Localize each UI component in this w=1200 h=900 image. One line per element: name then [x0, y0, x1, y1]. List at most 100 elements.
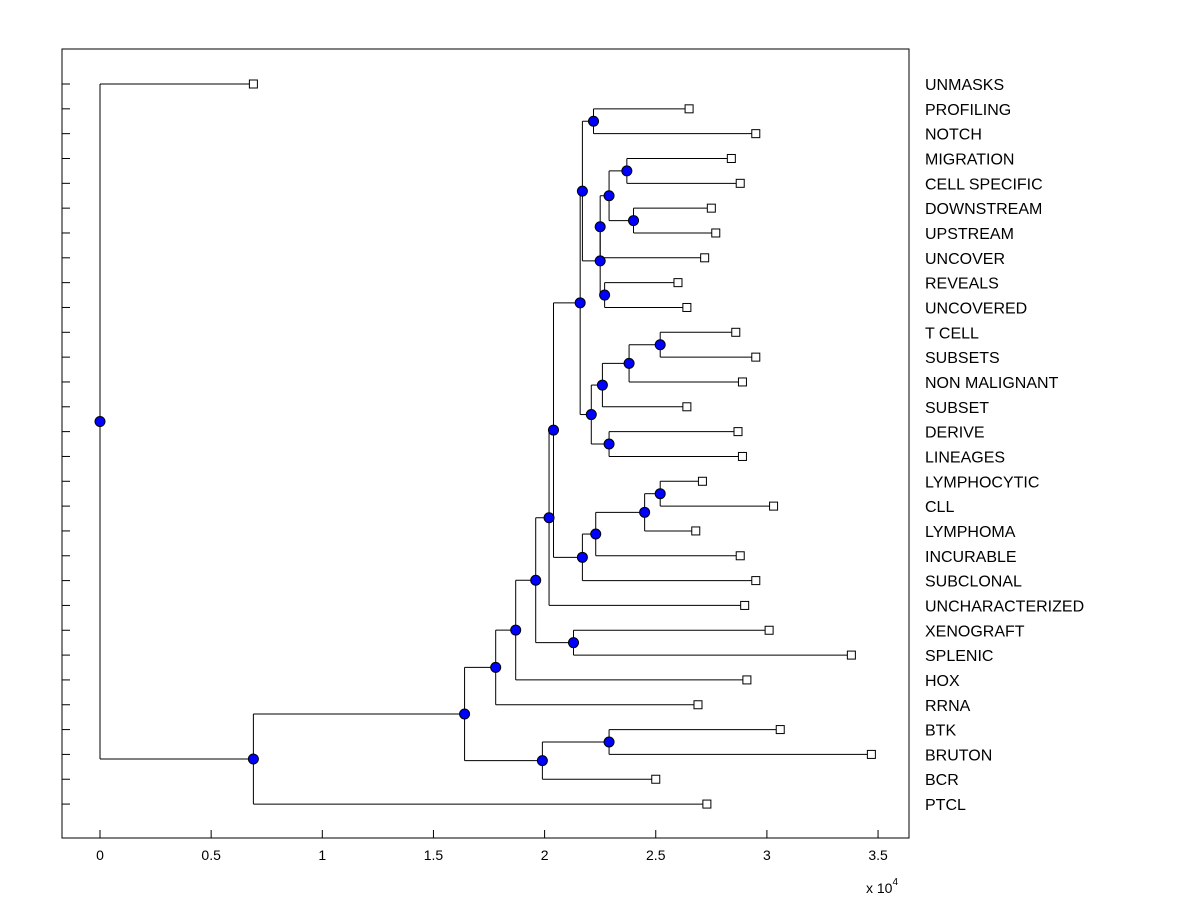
leaf-marker [693, 700, 703, 710]
leaf-label: XENOGRAFT [925, 623, 1025, 640]
leaf-marker [764, 625, 774, 635]
node-marker [603, 190, 615, 202]
node-marker [654, 339, 666, 351]
leaf-label: LYMPHOMA [925, 524, 1016, 541]
leaf-marker [248, 79, 258, 89]
leaf-label: UPSTREAM [925, 226, 1014, 243]
x-tick-label: 0.5 [201, 847, 221, 863]
node-marker [596, 379, 608, 391]
node-marker [590, 528, 602, 540]
dendrogram-links [99, 83, 872, 805]
plot-frame [61, 48, 910, 839]
leaf-marker [866, 749, 876, 759]
node-marker [574, 297, 586, 309]
leaf-marker [751, 352, 761, 362]
leaf-label: LYMPHOCYTIC [925, 474, 1039, 491]
node-marker [247, 753, 259, 765]
node-marker [628, 215, 640, 227]
leaf-labels: UNMASKS PROFILING NOTCH MIGRATION CELL SPECI… [925, 77, 1084, 814]
node-marker [639, 506, 651, 518]
node-marker [594, 255, 606, 267]
node-marker [543, 512, 555, 524]
leaf-label: BRUTON [925, 747, 992, 764]
node-marker [603, 438, 615, 450]
node-marker [567, 637, 579, 649]
leaf-label: PROFILING [925, 102, 1011, 119]
leaf-marker [737, 451, 747, 461]
x-tick-label: 3 [763, 847, 771, 863]
leaf-marker [731, 327, 741, 337]
node-marker [585, 409, 597, 421]
node-marker [654, 488, 666, 500]
leaf-marker [751, 576, 761, 586]
leaf-label: UNCOVER [925, 251, 1005, 268]
node-marker [623, 357, 635, 369]
leaf-marker [735, 551, 745, 561]
leaf-marker [651, 774, 661, 784]
leaf-label: MIGRATION [925, 151, 1014, 168]
leaf-label: HOX [925, 673, 960, 690]
node-marker [603, 736, 615, 748]
leaf-marker [742, 675, 752, 685]
leaf-marker [700, 253, 710, 263]
leaf-marker [682, 302, 692, 312]
leaf-marker [846, 650, 856, 660]
node-marker [547, 424, 559, 436]
node-marker [510, 624, 522, 636]
leaf-markers [248, 79, 876, 809]
node-marker [599, 289, 611, 301]
node-marker [576, 551, 588, 563]
leaf-label: DOWNSTREAM [925, 201, 1042, 218]
x-tick-label: 3.5 [868, 847, 888, 863]
leaf-marker [735, 178, 745, 188]
leaf-label: BCR [925, 772, 959, 789]
leaf-marker [769, 501, 779, 511]
leaf-marker [775, 725, 785, 735]
node-marker [490, 661, 502, 673]
x-tick-label: 1 [318, 847, 326, 863]
x-ticks: 0 0.5 1 1.5 2 2.5 3 3.5 [96, 830, 888, 863]
x-tick-label: 2 [541, 847, 549, 863]
leaf-label: NOTCH [925, 127, 982, 144]
x-multiplier-exponent: 4 [892, 877, 898, 888]
dendrogram-nodes [94, 115, 666, 767]
leaf-label: REVEALS [925, 276, 999, 293]
leaf-marker [711, 228, 721, 238]
leaf-label: UNCOVERED [925, 300, 1027, 317]
leaf-label: PTCL [925, 797, 966, 814]
leaf-label: SUBSET [925, 400, 989, 417]
leaf-label: UNCHARACTERIZED [925, 598, 1084, 615]
leaf-marker [691, 526, 701, 536]
leaf-marker [737, 377, 747, 387]
leaf-label: RRNA [925, 698, 971, 715]
x-multiplier-label: x 104 [866, 877, 898, 896]
leaf-label: NON MALIGNANT [925, 375, 1059, 392]
node-marker [576, 185, 588, 197]
leaf-label: CLL [925, 499, 954, 516]
leaf-marker [702, 799, 712, 809]
leaf-marker [751, 129, 761, 139]
leaf-marker [733, 427, 743, 437]
leaf-label: DERIVE [925, 425, 985, 442]
y-ticks [62, 83, 70, 805]
leaf-label: SPLENIC [925, 648, 993, 665]
x-tick-label: 1.5 [424, 847, 444, 863]
node-marker [588, 115, 600, 127]
node-marker [621, 165, 633, 177]
node-marker [530, 574, 542, 586]
leaf-marker [740, 600, 750, 610]
x-tick-label: 0 [96, 847, 104, 863]
leaf-marker [682, 402, 692, 412]
leaf-label: SUBCLONAL [925, 574, 1022, 591]
leaf-label: SUBSETS [925, 350, 1000, 367]
leaf-marker [706, 203, 716, 213]
leaf-marker [673, 278, 683, 288]
leaf-label: CELL SPECIFIC [925, 176, 1043, 193]
leaf-label: T CELL [925, 325, 979, 342]
leaf-label: LINEAGES [925, 449, 1005, 466]
leaf-marker [697, 476, 707, 486]
node-marker [594, 221, 606, 233]
leaf-label: UNMASKS [925, 77, 1004, 94]
x-tick-label: 2.5 [646, 847, 666, 863]
